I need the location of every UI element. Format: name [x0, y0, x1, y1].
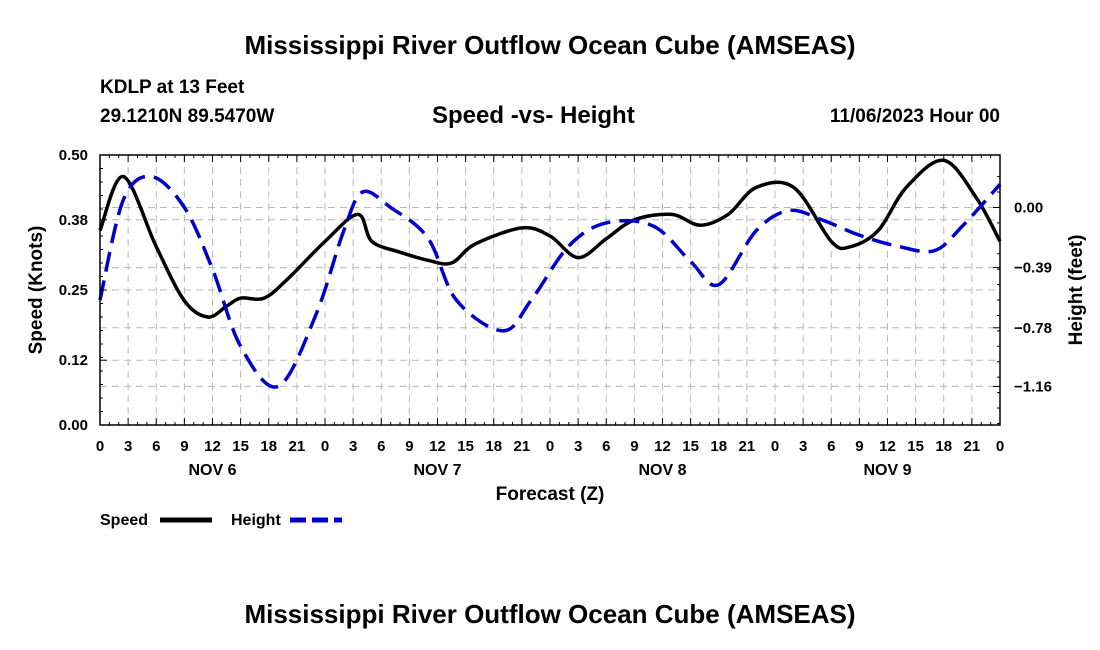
x-tick-label: 18 — [260, 438, 277, 455]
y2-tick-label: 0.00 — [1014, 199, 1043, 216]
day-label: NOV 7 — [413, 462, 461, 479]
series-line-height — [98, 174, 1002, 389]
x-tick-label: 15 — [232, 438, 249, 455]
x-tick-label: 3 — [574, 438, 582, 455]
legend-label-speed: Speed — [100, 512, 148, 529]
y-axis-label-height: Height (feet) — [1066, 235, 1087, 346]
grid-lines — [100, 155, 1000, 425]
x-tick-label: 12 — [879, 438, 896, 455]
x-tick-label: 21 — [739, 438, 756, 455]
figure-title: Mississippi River Outflow Ocean Cube (AM… — [244, 30, 856, 60]
x-tick-label: 18 — [485, 438, 502, 455]
x-tick-label: 21 — [514, 438, 531, 455]
x-tick-label: 18 — [710, 438, 727, 455]
day-label: NOV 9 — [863, 462, 911, 479]
x-tick-label: 6 — [602, 438, 610, 455]
y2-tick-label: −0.78 — [1014, 320, 1052, 337]
x-tick-label: 3 — [349, 438, 357, 455]
legend-label-height: Height — [231, 512, 281, 529]
x-tick-label: 3 — [124, 438, 132, 455]
footer-title: Mississippi River Outflow Ocean Cube (AM… — [244, 599, 856, 629]
y-tick-label: 0.12 — [59, 352, 88, 369]
forecast-datetime: 11/06/2023 Hour 00 — [829, 106, 1000, 127]
x-tick-label: 18 — [935, 438, 952, 455]
day-label: NOV 8 — [638, 462, 686, 479]
y-tick-label: 0.25 — [59, 282, 88, 299]
series-layer — [98, 158, 1002, 389]
x-tick-label: 0 — [96, 438, 104, 455]
day-label: NOV 6 — [188, 462, 236, 479]
x-axis-label: Forecast (Z) — [496, 484, 605, 505]
x-tick-label: 0 — [996, 438, 1004, 455]
x-tick-label: 6 — [827, 438, 835, 455]
y-tick-label: 0.38 — [59, 212, 88, 229]
x-tick-label: 21 — [289, 438, 306, 455]
x-tick-label: 9 — [405, 438, 413, 455]
y-tick-label: 0.00 — [59, 417, 88, 434]
station-label: KDLP at 13 Feet — [100, 77, 245, 98]
x-tick-label: 15 — [457, 438, 474, 455]
x-tick-label: 12 — [204, 438, 221, 455]
x-tick-label: 0 — [546, 438, 554, 455]
legend: Speed Height — [100, 512, 342, 529]
x-tick-label: 9 — [855, 438, 863, 455]
chart-subtitle: Speed -vs- Height — [432, 102, 635, 129]
axis-layer: 0 3 6 9 12 15 18 21 0 3 6 9 12 15 18 21 0 3 6 9 12 15 18 21 0 3 6 9… — [59, 147, 1052, 479]
x-tick-label: 9 — [180, 438, 188, 455]
x-tick-label: 15 — [682, 438, 699, 455]
y2-tick-label: −0.39 — [1014, 260, 1052, 277]
y-tick-label: 0.50 — [59, 147, 88, 164]
x-tick-label: 12 — [429, 438, 446, 455]
x-tick-label: 6 — [377, 438, 385, 455]
x-tick-label: 3 — [799, 438, 807, 455]
x-tick-label: 21 — [964, 438, 981, 455]
chart-canvas: 0 3 6 9 12 15 18 21 0 3 6 9 12 15 18 21 0 3 6 9 12 15 18 21 0 3 6 9… — [26, 147, 1087, 529]
coordinates-label: 29.1210N 89.5470W — [100, 106, 275, 127]
x-tick-label: 12 — [654, 438, 671, 455]
y-axis-label-speed: Speed (Knots) — [26, 226, 47, 355]
x-tick-label: 6 — [152, 438, 160, 455]
x-tick-label: 0 — [771, 438, 779, 455]
x-tick-label: 0 — [321, 438, 329, 455]
x-tick-label: 9 — [630, 438, 638, 455]
y2-tick-label: −1.16 — [1014, 378, 1052, 395]
x-tick-label: 15 — [907, 438, 924, 455]
